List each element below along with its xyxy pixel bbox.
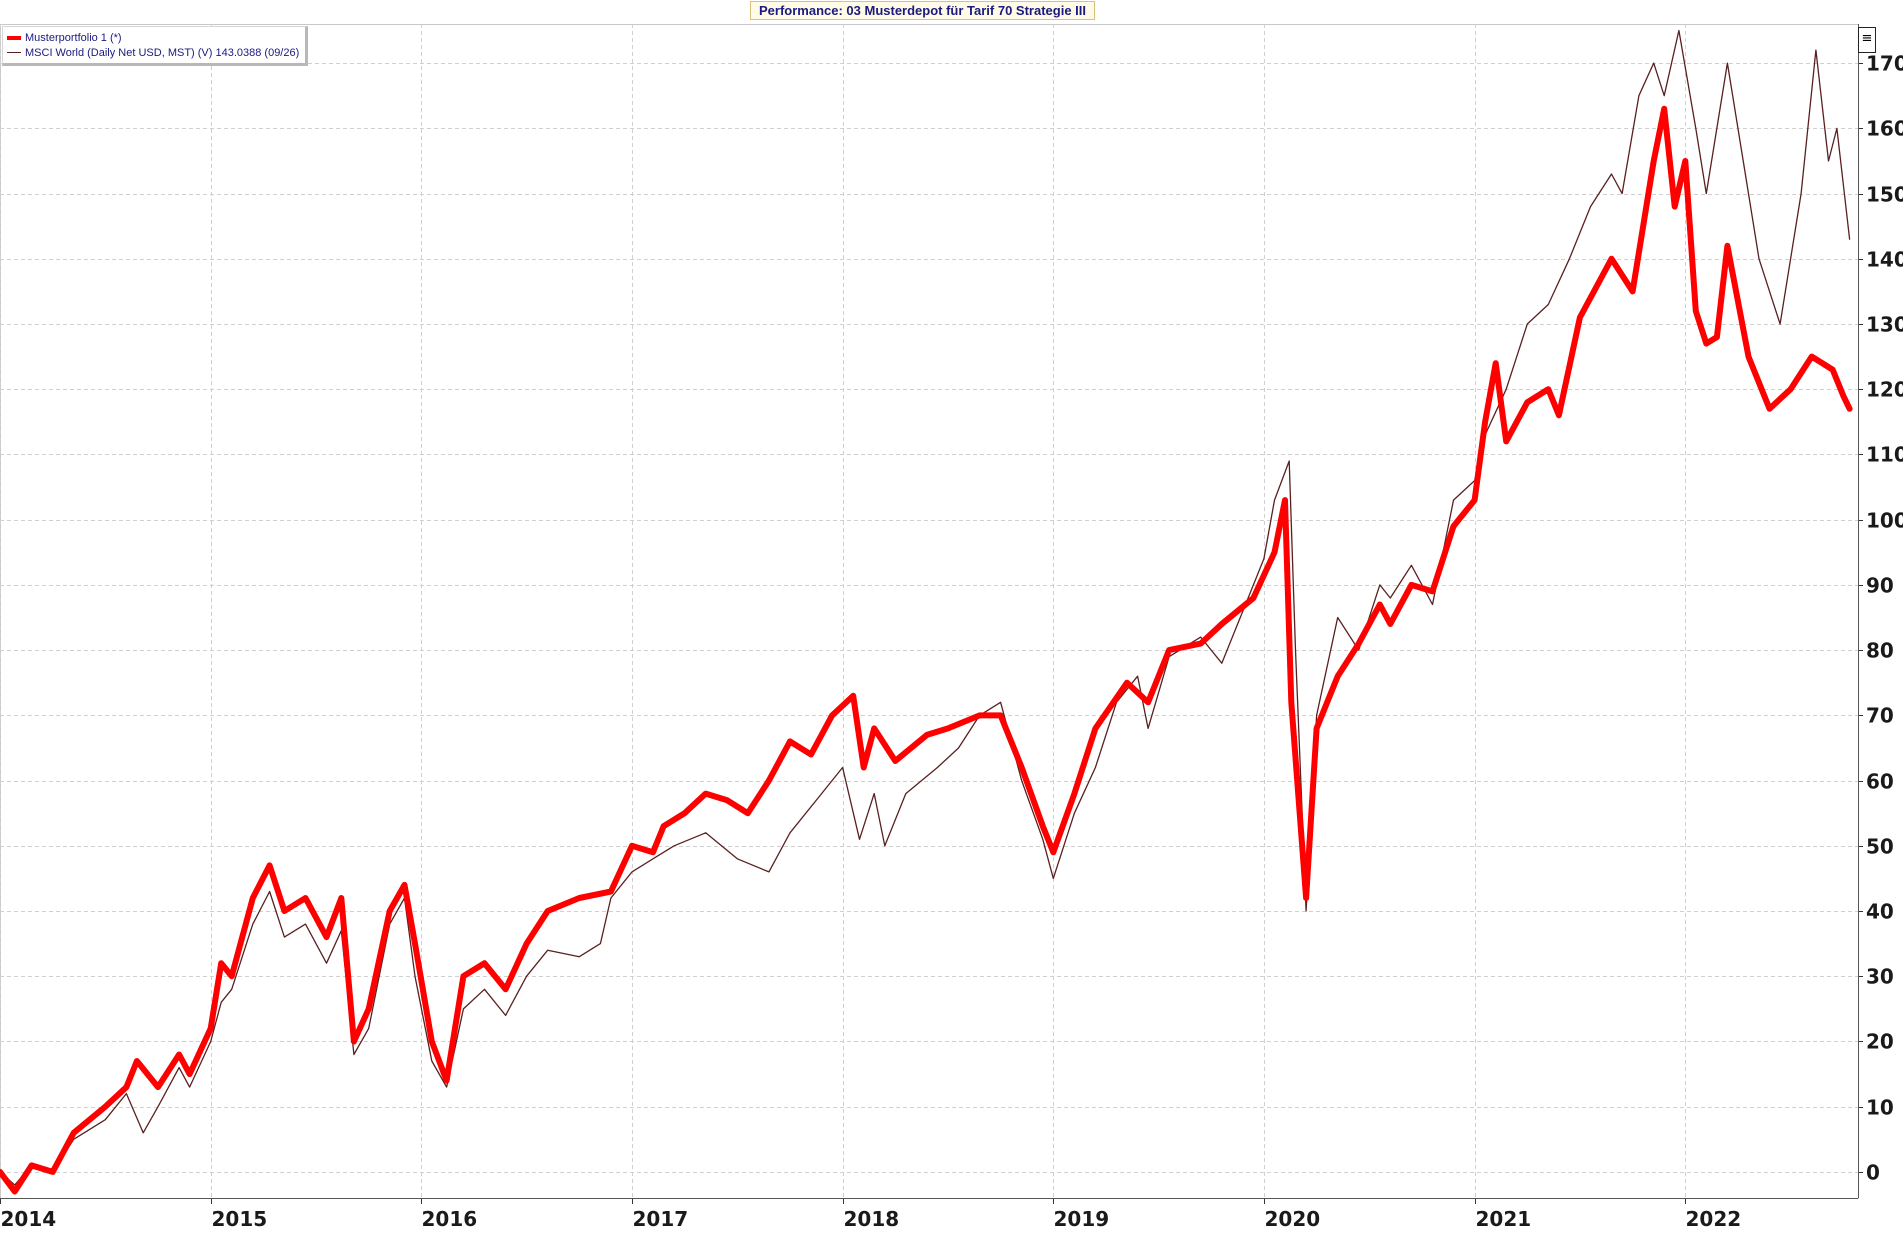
x-tick-label: 2020 bbox=[1265, 1207, 1321, 1231]
plot-frame bbox=[0, 24, 1859, 1199]
y-tick-label: 90 bbox=[1866, 574, 1894, 598]
legend: Musterportfolio 1 (*) MSCI World (Daily … bbox=[2, 26, 309, 66]
y-tick-label: 50 bbox=[1866, 835, 1894, 859]
series-line-portfolio bbox=[0, 105, 1853, 1195]
legend-label-msci-world: MSCI World (Daily Net USD, MST) (V) 143.… bbox=[25, 46, 300, 59]
y-tick-label: 110 bbox=[1866, 443, 1903, 467]
x-tick-label: 2022 bbox=[1686, 1207, 1742, 1231]
hamburger-menu-icon[interactable]: ≡ bbox=[1858, 27, 1876, 53]
grid-layer bbox=[0, 24, 1859, 1199]
legend-item-portfolio: Musterportfolio 1 (*) bbox=[7, 30, 299, 45]
y-tick-label: 0 bbox=[1866, 1161, 1880, 1185]
y-tick-label: 130 bbox=[1866, 313, 1903, 337]
x-tick-label: 2014 bbox=[1, 1207, 57, 1231]
series-line-msci-world bbox=[0, 29, 1851, 1186]
x-tick-label: 2018 bbox=[844, 1207, 900, 1231]
y-tick-label: 120 bbox=[1866, 378, 1903, 402]
y-tick-label: 10 bbox=[1866, 1096, 1894, 1120]
legend-swatch-portfolio bbox=[7, 35, 21, 40]
x-tick-label: 2021 bbox=[1476, 1207, 1532, 1231]
y-tick-label: 80 bbox=[1866, 639, 1894, 663]
y-tick-label: 150 bbox=[1866, 183, 1903, 207]
y-tick-label: 40 bbox=[1866, 900, 1894, 924]
y-tick-label: 140 bbox=[1866, 248, 1903, 272]
legend-item-msci-world: MSCI World (Daily Net USD, MST) (V) 143.… bbox=[7, 45, 299, 60]
chart-title: Performance: 03 Musterdepot für Tarif 70… bbox=[750, 1, 1096, 20]
y-tick-label: 60 bbox=[1866, 770, 1894, 794]
y-tick-label: 20 bbox=[1866, 1030, 1894, 1054]
legend-swatch-msci-world bbox=[7, 52, 21, 53]
y-tick-label: 70 bbox=[1866, 704, 1894, 728]
x-tick-label: 2016 bbox=[422, 1207, 478, 1231]
axis-layer: 0 10 20 30 40 50 60 70 80 90 100 110 120 130 140 150 160… bbox=[0, 24, 1903, 1231]
y-tick-label: 30 bbox=[1866, 965, 1894, 989]
y-tick-label: 160 bbox=[1866, 117, 1903, 141]
x-tick-label: 2015 bbox=[212, 1207, 268, 1231]
y-tick-label: 170 bbox=[1866, 52, 1903, 76]
x-tick-label: 2017 bbox=[633, 1207, 689, 1231]
y-tick-label: 100 bbox=[1866, 509, 1903, 533]
x-tick-label: 2019 bbox=[1054, 1207, 1110, 1231]
series-layer bbox=[0, 29, 1853, 1195]
legend-label-portfolio: Musterportfolio 1 (*) bbox=[25, 31, 122, 44]
